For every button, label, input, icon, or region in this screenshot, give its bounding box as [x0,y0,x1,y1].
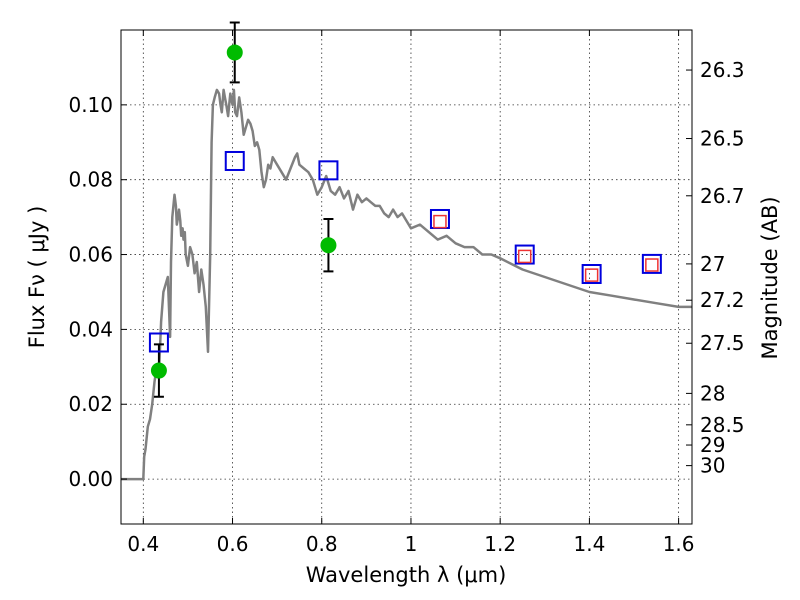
observed-point [320,237,337,254]
plot-layer [121,21,692,481]
y-axis-label: Flux Fν ( μJy ) [25,206,49,349]
mag-tick-label: 27 [700,252,725,276]
model-square-blue [514,244,535,265]
y-tick-label: 0.06 [68,243,113,267]
x-axis-label: Wavelength λ (μm) [306,563,507,587]
axis-layer: 0.4 0.6 0.8 1 1.2 1.4 1.6 0.00 0.02 0.04 0.06 0.08 0… [68,30,745,556]
observed-point [226,44,243,61]
mag-tick-label: 26.7 [700,184,745,208]
sed-line [121,88,692,481]
model-square-red [517,249,532,264]
model-square-red [645,258,659,272]
mag-tick-label: 28 [700,381,725,405]
observed-point [150,362,167,379]
mag-tick-label: 27.5 [700,331,745,355]
y-tick-label: 0.10 [68,93,113,117]
model-square-blue [641,253,662,274]
model-square-blue [148,332,169,353]
x-tick-label: 1 [405,532,418,556]
x-tick-label: 1.2 [484,532,516,556]
plot-frame [120,29,693,525]
model-square-blue [581,264,602,285]
y-tick-label: 0.08 [68,168,113,192]
model-square-blue [318,160,339,181]
x-tick-label: 1.6 [663,532,695,556]
y-tick-label: 0.00 [68,467,113,491]
x-tick-label: 0.6 [217,532,249,556]
mag-tick-label: 28.5 [700,413,745,437]
y-tick-label: 0.02 [68,392,113,416]
mag-tick-label: 26.3 [700,58,745,82]
model-square-red [584,268,599,282]
x-tick-label: 0.4 [127,532,159,556]
mag-tick-label: 26.5 [700,127,745,151]
grid-layer [121,30,692,524]
mag-tick-label: 30 [700,454,725,478]
model-square-red [433,214,447,229]
right-y-axis-label: Magnitude (AB) [758,196,782,359]
x-tick-label: 0.8 [306,532,338,556]
mag-tick-label: 27.2 [700,288,745,312]
y-tick-label: 0.04 [68,317,113,341]
model-square-blue [224,150,245,171]
mag-tick-label: 29 [700,433,725,457]
x-tick-label: 1.4 [573,532,605,556]
